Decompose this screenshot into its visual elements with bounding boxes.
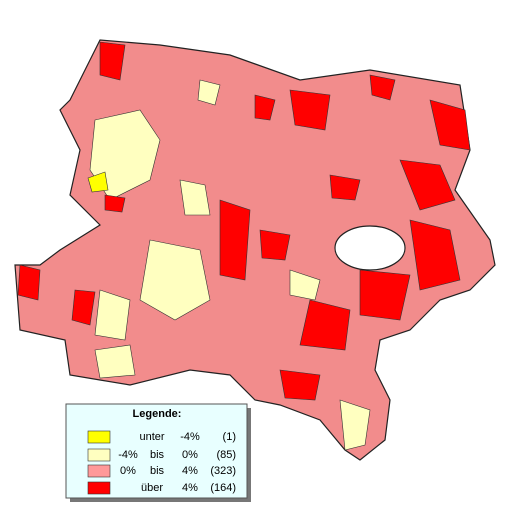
legend-range-text: -4% — [118, 449, 138, 461]
legend-range-text: 4% — [182, 482, 198, 494]
legend-range-text: über — [141, 482, 163, 494]
legend-count: (323) — [210, 465, 236, 477]
legend: Legende: unter -4% (1)-4% bis 0% (85)0% bis 4%(… — [65, 403, 251, 502]
legend-swatch — [87, 481, 111, 495]
legend-title: Legende: — [133, 408, 182, 420]
legend-range-text: bis — [150, 465, 165, 477]
legend-count: (164) — [210, 482, 236, 494]
legend-swatch — [87, 448, 111, 462]
legend-range-text: 0% — [120, 465, 136, 477]
district-patches — [17, 41, 471, 451]
region-map — [14, 39, 496, 461]
legend-range-text: 0% — [182, 449, 198, 461]
legend-items: unter -4% (1)-4% bis 0% (85)0% bis 4% (323)über 4… — [87, 430, 236, 495]
legend-range-text: -4% — [180, 431, 200, 443]
legend-range-text: bis — [150, 449, 165, 461]
legend-count: (85) — [216, 449, 236, 461]
legend-range-text: unter — [139, 431, 164, 443]
legend-range-text: 4% — [182, 465, 198, 477]
legend-count: (1) — [223, 431, 236, 443]
legend-swatch — [87, 430, 111, 444]
legend-swatch — [87, 464, 111, 478]
